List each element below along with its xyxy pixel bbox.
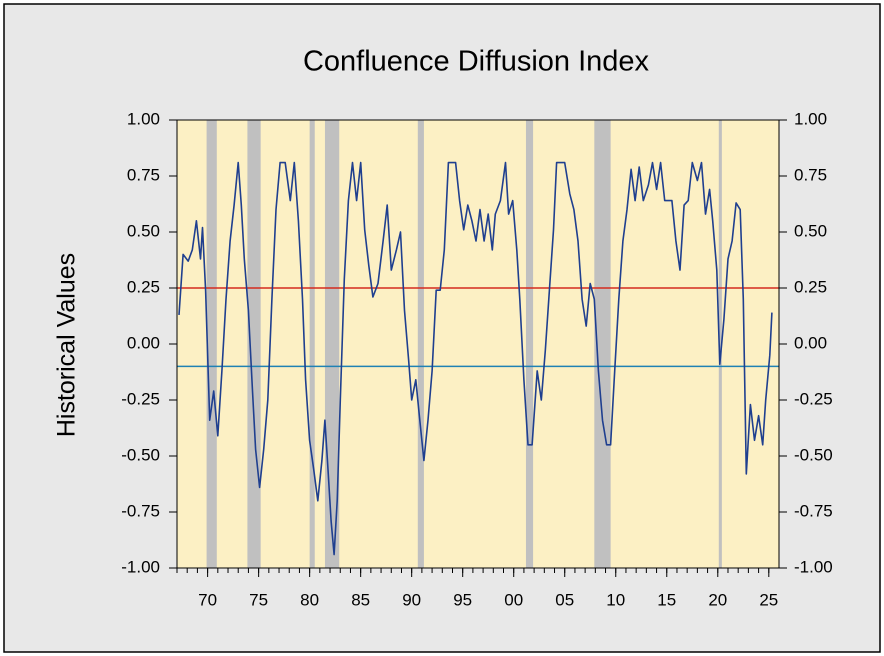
y-axis-label: Historical Values xyxy=(53,253,81,437)
plot-area xyxy=(177,120,779,568)
x-tick-label: 05 xyxy=(555,590,574,609)
x-tick-label: 70 xyxy=(198,590,217,609)
x-tick-label: 85 xyxy=(351,590,370,609)
recession-band xyxy=(309,120,315,568)
recession-band xyxy=(525,120,534,568)
recession-band xyxy=(417,120,424,568)
y2-tick-label: -0.50 xyxy=(794,445,833,464)
x-tick-label: 20 xyxy=(708,590,727,609)
x-tick-label: 95 xyxy=(453,590,472,609)
y2-tick-label: 0.75 xyxy=(794,165,827,184)
series-line xyxy=(178,161,773,556)
y-tick-label: 0.50 xyxy=(127,221,160,240)
y-tick-label: 1.00 xyxy=(127,109,160,128)
y-tick-label: -0.50 xyxy=(121,445,160,464)
y2-tick-label: 0.25 xyxy=(794,277,827,296)
recession-band xyxy=(324,120,340,568)
y-tick-label: 0.75 xyxy=(127,165,160,184)
x-tick-label: 00 xyxy=(504,590,523,609)
y2-tick-label: -1.00 xyxy=(794,557,833,576)
chart-title: Confluence Diffusion Index xyxy=(303,46,650,78)
x-tick-label: 15 xyxy=(657,590,676,609)
y-tick-label: 0.25 xyxy=(127,277,160,296)
x-tick-label: 10 xyxy=(606,590,625,609)
x-tick-label: 75 xyxy=(249,590,268,609)
y2-tick-label: -0.75 xyxy=(794,501,833,520)
y-tick-label: -1.00 xyxy=(121,557,160,576)
y-tick-label: 0.00 xyxy=(127,333,160,352)
recession-band xyxy=(247,120,261,568)
recession-band xyxy=(206,120,217,568)
y2-tick-label: -0.25 xyxy=(794,389,833,408)
recession-band xyxy=(718,120,722,568)
y-tick-label: -0.25 xyxy=(121,389,160,408)
x-tick-label: 90 xyxy=(402,590,421,609)
y2-tick-label: 0.50 xyxy=(794,221,827,240)
x-tick-label: 80 xyxy=(300,590,319,609)
x-tick-label: 25 xyxy=(759,590,778,609)
y2-tick-label: 1.00 xyxy=(794,109,827,128)
y-tick-label: -0.75 xyxy=(121,501,160,520)
recession-band xyxy=(594,120,611,568)
y2-tick-label: 0.00 xyxy=(794,333,827,352)
